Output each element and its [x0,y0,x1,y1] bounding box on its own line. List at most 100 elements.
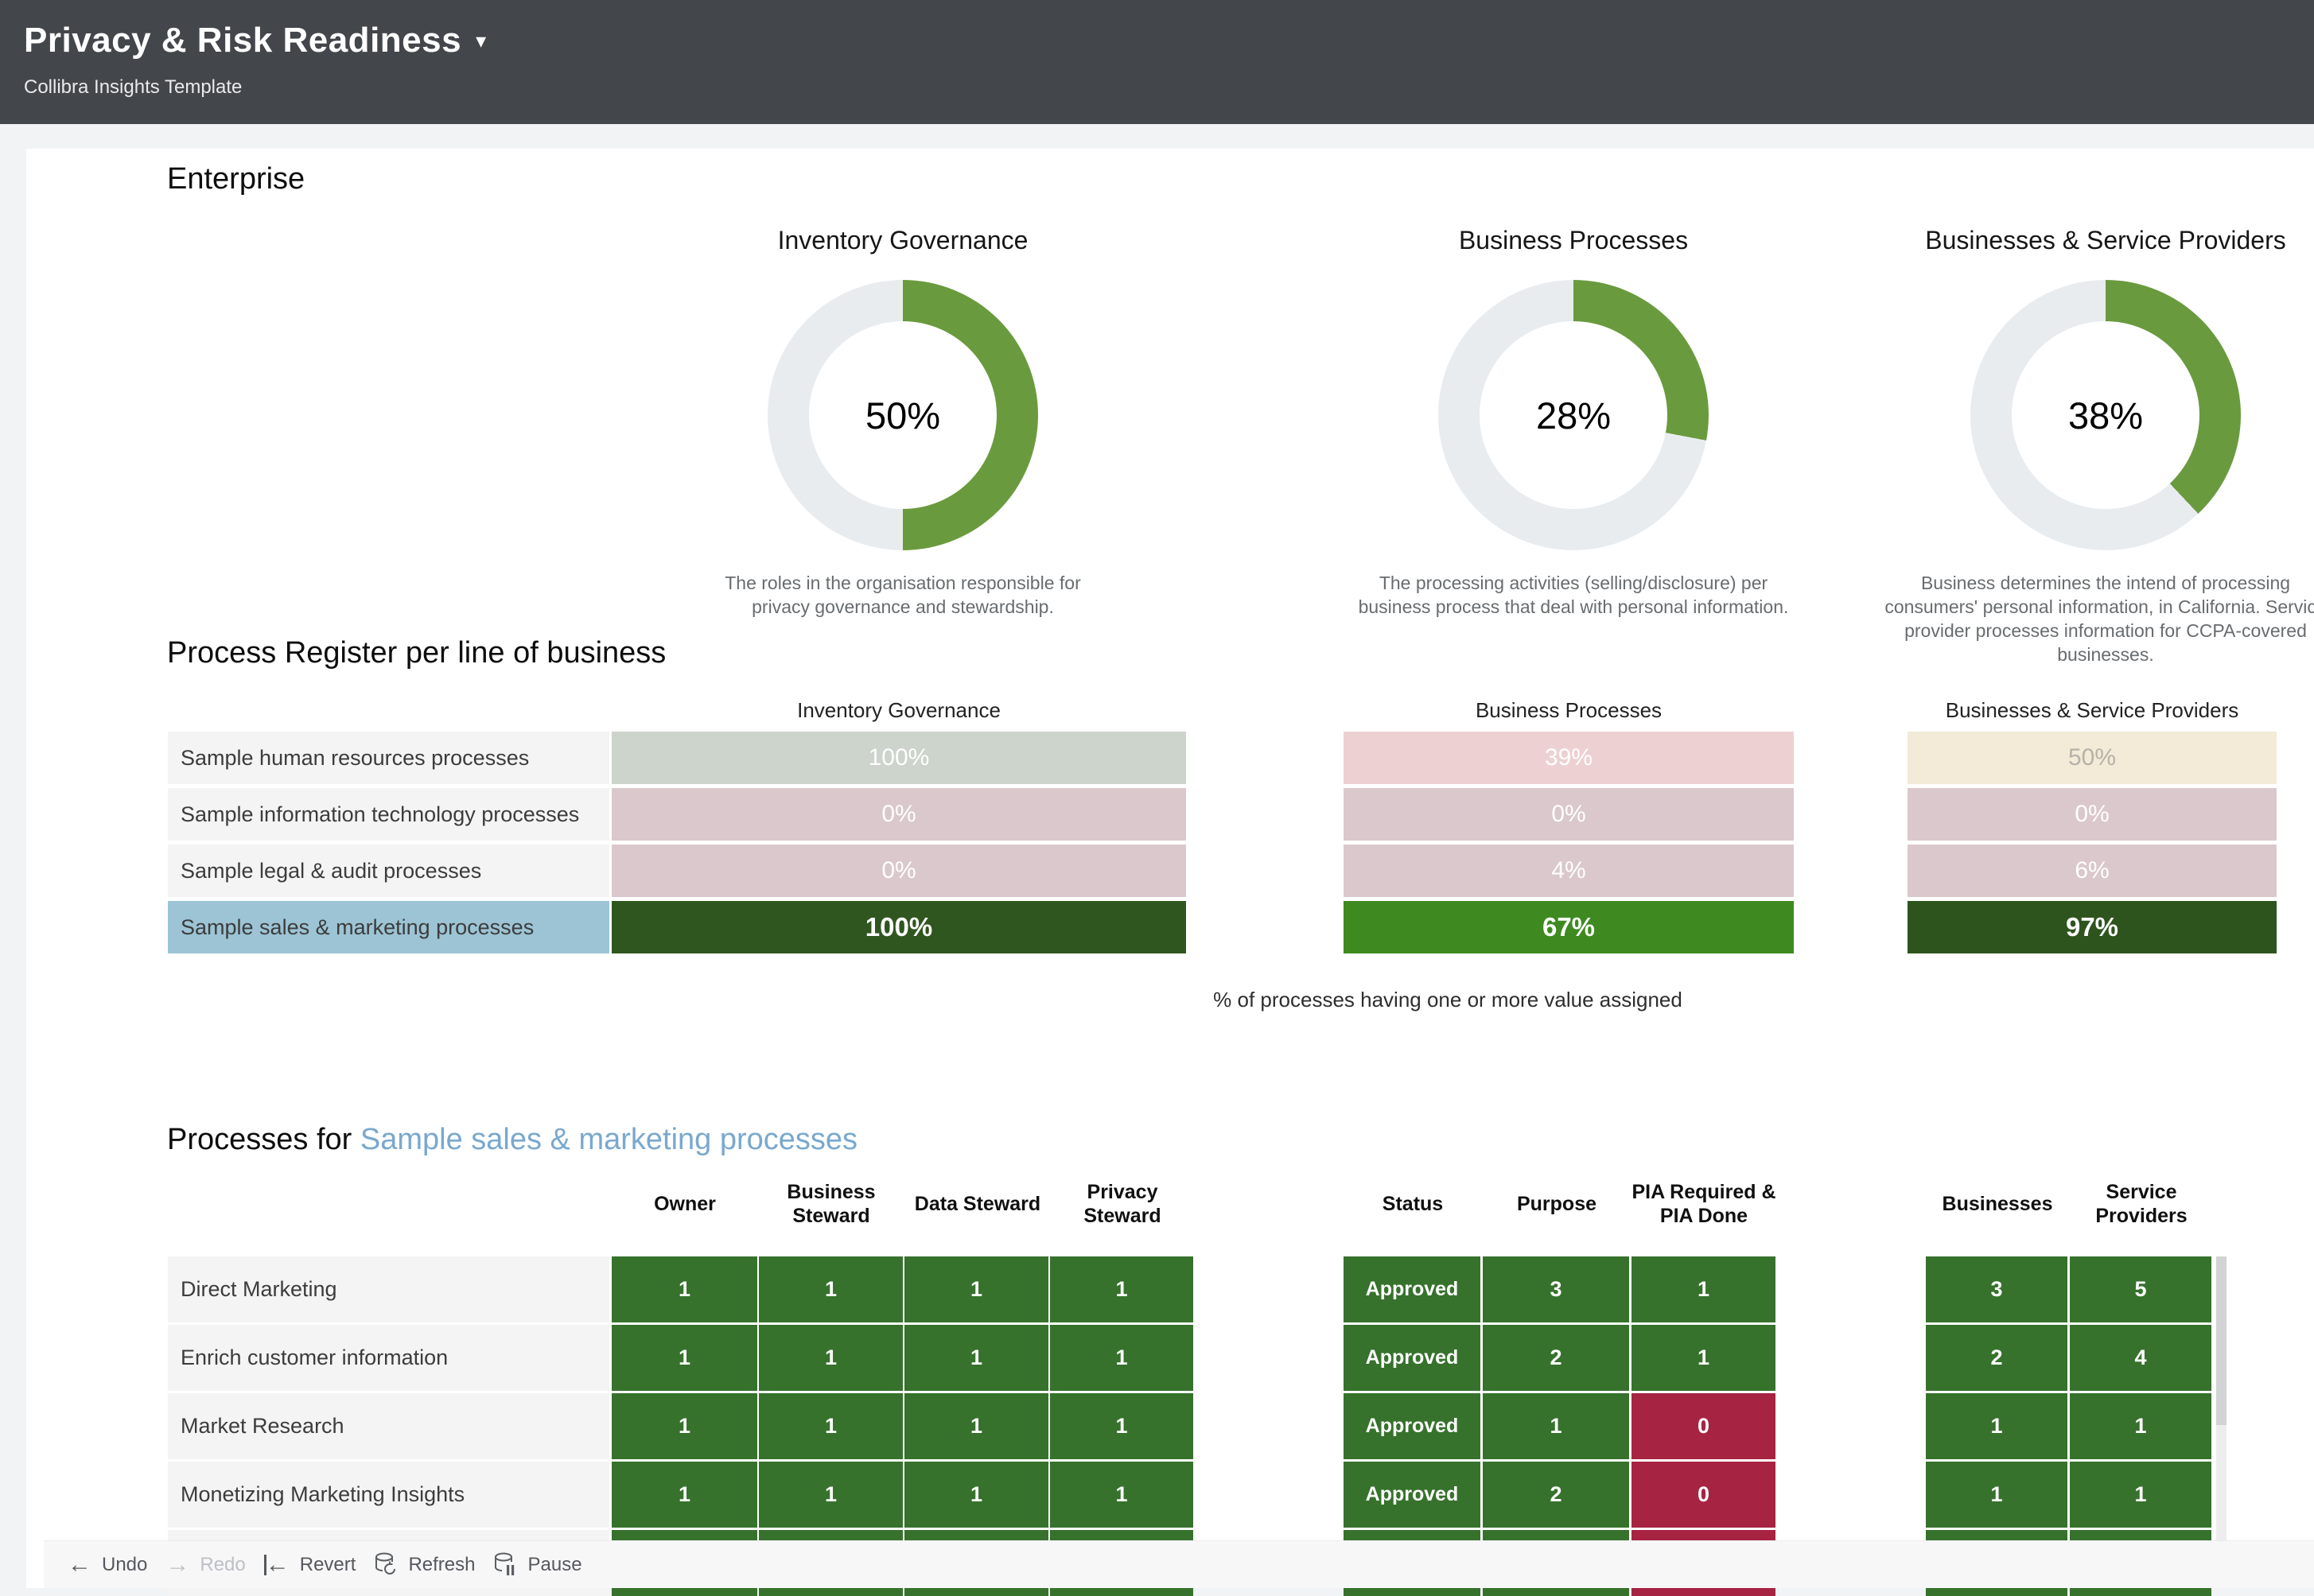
process-row-label: Monetizing Marketing Insights [168,1462,609,1528]
cell-purpose: 3 [1483,1256,1629,1322]
page-title[interactable]: Privacy & Risk Readiness [24,21,462,60]
donut-value: 28% [1535,394,1612,437]
register-cell[interactable]: 100% [612,901,1186,953]
register-row-label[interactable]: Sample legal & audit processes [168,845,609,897]
register-row-label[interactable]: Sample information technology processes [168,788,609,841]
register-cell[interactable]: 6% [1908,845,2277,897]
undo-label: Undo [102,1553,148,1575]
register-cell[interactable]: 100% [612,732,1186,784]
cell-purpose: 2 [1483,1462,1629,1528]
cell-businesses: 1 [1926,1393,2067,1459]
donut-description: Business determines the intend of proces… [1884,573,2314,665]
col-owner: Owner [654,1193,716,1215]
register-cell[interactable]: 0% [612,845,1186,897]
process-row-label: Enrich customer information [168,1325,609,1391]
donut-value: 38% [2067,394,2144,437]
cell-status: Approved [1344,1256,1480,1322]
bottom-toolbar: ← Undo → Redo ← Revert Refresh [44,1540,2314,1588]
cell-data-steward: 1 [904,1256,1048,1322]
revert-button[interactable]: ← Revert [263,1551,356,1578]
cell-businesses: 1 [1926,1462,2067,1528]
donut-business-processes: Business Processes 28% The processing ac… [1343,224,1804,619]
revert-label: Revert [299,1553,356,1575]
register-cell[interactable]: 50% [1908,732,2277,784]
col-pia: PIA Required & PIA Done [1631,1181,1776,1227]
donut-ring: 28% [1438,280,1709,550]
refresh-button[interactable]: Refresh [374,1551,475,1579]
register-row-label-selected[interactable]: Sample sales & marketing processes [168,901,609,953]
refresh-label: Refresh [408,1553,476,1575]
register-cell[interactable]: 67% [1344,901,1794,953]
cell-business-steward: 1 [759,1462,903,1528]
col-privacy-steward: Privacy Steward [1083,1181,1161,1227]
process-row-label: Market Research [168,1393,609,1459]
cell-status: Approved [1344,1325,1480,1391]
register-col-inventory-governance: Inventory Governance [797,698,1001,722]
cell-privacy-steward: 1 [1050,1325,1193,1391]
page-subtitle: Collibra Insights Template [24,76,243,98]
cell-service-providers: 1 [2070,1393,2211,1459]
redo-button[interactable]: → Redo [165,1551,246,1578]
process-row-label: Direct Marketing [168,1256,609,1322]
register-caption: % of processes having one or more value … [1213,988,1682,1012]
pause-label: Pause [527,1553,582,1575]
cell-data-steward: 1 [904,1462,1048,1528]
col-businesses: Businesses [1942,1193,2053,1215]
redo-label: Redo [200,1553,246,1575]
cell-pia: 0 [1631,1462,1775,1528]
cell-service-providers: 1 [2070,1462,2211,1528]
undo-icon: ← [68,1551,91,1578]
processes-heading-prefix: Processes for [167,1123,360,1156]
revert-icon: ← [263,1551,290,1578]
col-data-steward: Data Steward [914,1193,1041,1215]
register-cell[interactable]: 39% [1344,732,1794,784]
cell-status: Approved [1344,1462,1480,1528]
caret-down-icon[interactable]: ▾ [476,29,487,52]
cell-businesses: 3 [1926,1256,2067,1322]
register-cell[interactable]: 0% [612,788,1186,841]
redo-icon: → [165,1551,190,1578]
col-service-providers: Service Providers [2095,1181,2188,1227]
cell-businesses: 2 [1926,1325,2067,1391]
cell-privacy-steward: 1 [1050,1462,1193,1528]
processes-heading-link[interactable]: Sample sales & marketing processes [360,1123,858,1156]
app-header: Privacy & Risk Readiness ▾ Collibra Insi… [0,0,2314,124]
cell-business-steward: 1 [759,1393,903,1459]
register-cell[interactable]: 97% [1908,901,2277,953]
table-scrollbar-thumb[interactable] [2216,1256,2226,1425]
cell-pia: 0 [1631,1393,1775,1459]
cell-owner: 1 [612,1462,757,1528]
pause-icon [493,1551,517,1579]
col-purpose: Purpose [1516,1193,1597,1215]
cell-purpose: 1 [1483,1393,1629,1459]
cell-privacy-steward: 1 [1050,1256,1193,1322]
undo-button[interactable]: ← Undo [68,1551,148,1578]
donut-ring: 50% [768,280,1038,550]
cell-data-steward: 1 [904,1325,1048,1391]
register-col-businesses-service-providers: Businesses & Service Providers [1945,698,2239,722]
process-register-heading: Process Register per line of business [167,636,667,670]
cell-pia: 1 [1631,1256,1775,1322]
donut-description: The processing activities (selling/discl… [1358,573,1789,617]
cell-business-steward: 1 [759,1256,903,1322]
cell-status: Approved [1344,1393,1480,1459]
processes-heading: Processes for Sample sales & marketing p… [167,1123,858,1157]
donut-title: Business Processes [1458,226,1689,254]
donut-businesses-service-providers: Businesses & Service Providers 38% Busin… [1875,224,2314,666]
table-scrollbar-track[interactable] [2216,1256,2226,1540]
register-cell[interactable]: 4% [1344,845,1794,897]
col-business-steward: Business Steward [787,1181,876,1227]
register-col-business-processes: Business Processes [1475,698,1663,722]
donut-title: Businesses & Service Providers [1925,226,2286,254]
cell-data-steward: 1 [904,1393,1048,1459]
pause-button[interactable]: Pause [493,1551,582,1579]
donut-value: 50% [865,394,941,437]
donut-description: The roles in the organisation responsibl… [725,573,1081,617]
cell-service-providers: 4 [2070,1325,2211,1391]
donut-inventory-governance: Inventory Governance 50% The roles in th… [680,224,1126,619]
register-cell[interactable]: 0% [1344,788,1794,841]
refresh-icon [374,1551,398,1579]
cell-privacy-steward: 1 [1050,1393,1193,1459]
register-cell[interactable]: 0% [1908,788,2277,841]
register-row-label[interactable]: Sample human resources processes [168,732,609,784]
